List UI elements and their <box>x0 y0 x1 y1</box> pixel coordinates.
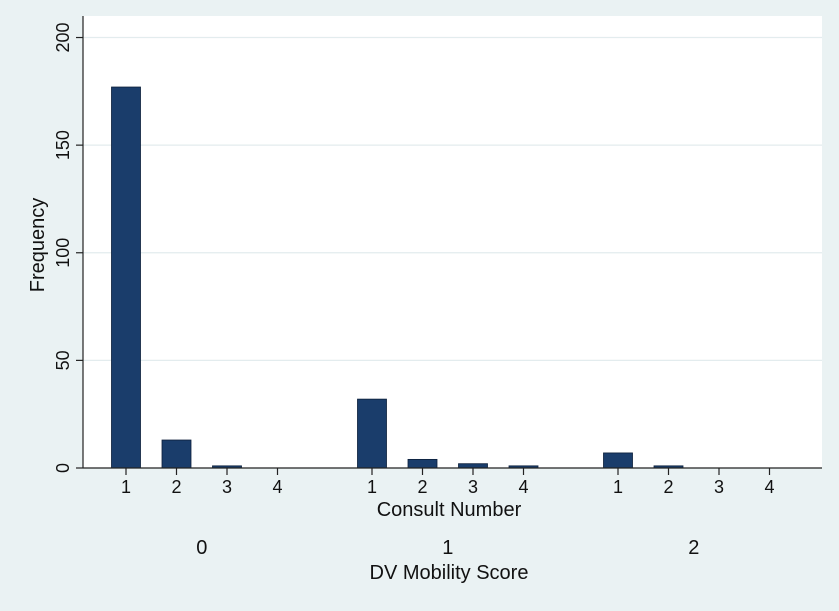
y-axis-title: Frequency <box>27 198 49 293</box>
x-tick-label: 3 <box>222 477 232 497</box>
bar-group-2-consult-1 <box>603 452 633 469</box>
x-tick-label: 2 <box>417 477 427 497</box>
bar-group-1-consult-1 <box>357 398 387 469</box>
bar-group-0-consult-2 <box>161 439 192 469</box>
group-label-0: 0 <box>196 537 207 559</box>
bar-group-1-consult-2 <box>407 458 438 469</box>
gridlines <box>83 36 822 361</box>
x-tick-label: 4 <box>764 477 774 497</box>
x-tick-label: 2 <box>663 477 673 497</box>
bar-group-0-consult-1 <box>111 86 141 469</box>
group-labels: 0 1 2 <box>196 537 699 559</box>
x-axis-title: Consult Number <box>377 499 522 521</box>
y-tick-label: 100 <box>53 238 73 268</box>
y-ticks: 0 50 100 150 200 <box>53 23 83 473</box>
x-tick-label: 1 <box>121 477 131 497</box>
x-tick-label: 4 <box>272 477 282 497</box>
x-tick-label: 2 <box>171 477 181 497</box>
x-tick-label: 1 <box>613 477 623 497</box>
y-tick-label: 150 <box>53 130 73 160</box>
group-label-2: 2 <box>688 537 699 559</box>
y-tick-label: 50 <box>53 350 73 370</box>
x-tick-label: 1 <box>367 477 377 497</box>
x-tick-label: 4 <box>518 477 528 497</box>
x-ticks: 1 2 3 4 1 2 3 4 1 2 3 4 <box>121 468 775 497</box>
x-tick-label: 3 <box>714 477 724 497</box>
x-tick-label: 3 <box>468 477 478 497</box>
group-label-1: 1 <box>442 537 453 559</box>
y-tick-label: 0 <box>53 463 73 473</box>
group-axis-title: DV Mobility Score <box>370 562 529 584</box>
plot-area <box>83 16 822 468</box>
y-tick-label: 200 <box>53 23 73 53</box>
bar-group-1-consult-3 <box>458 463 488 469</box>
